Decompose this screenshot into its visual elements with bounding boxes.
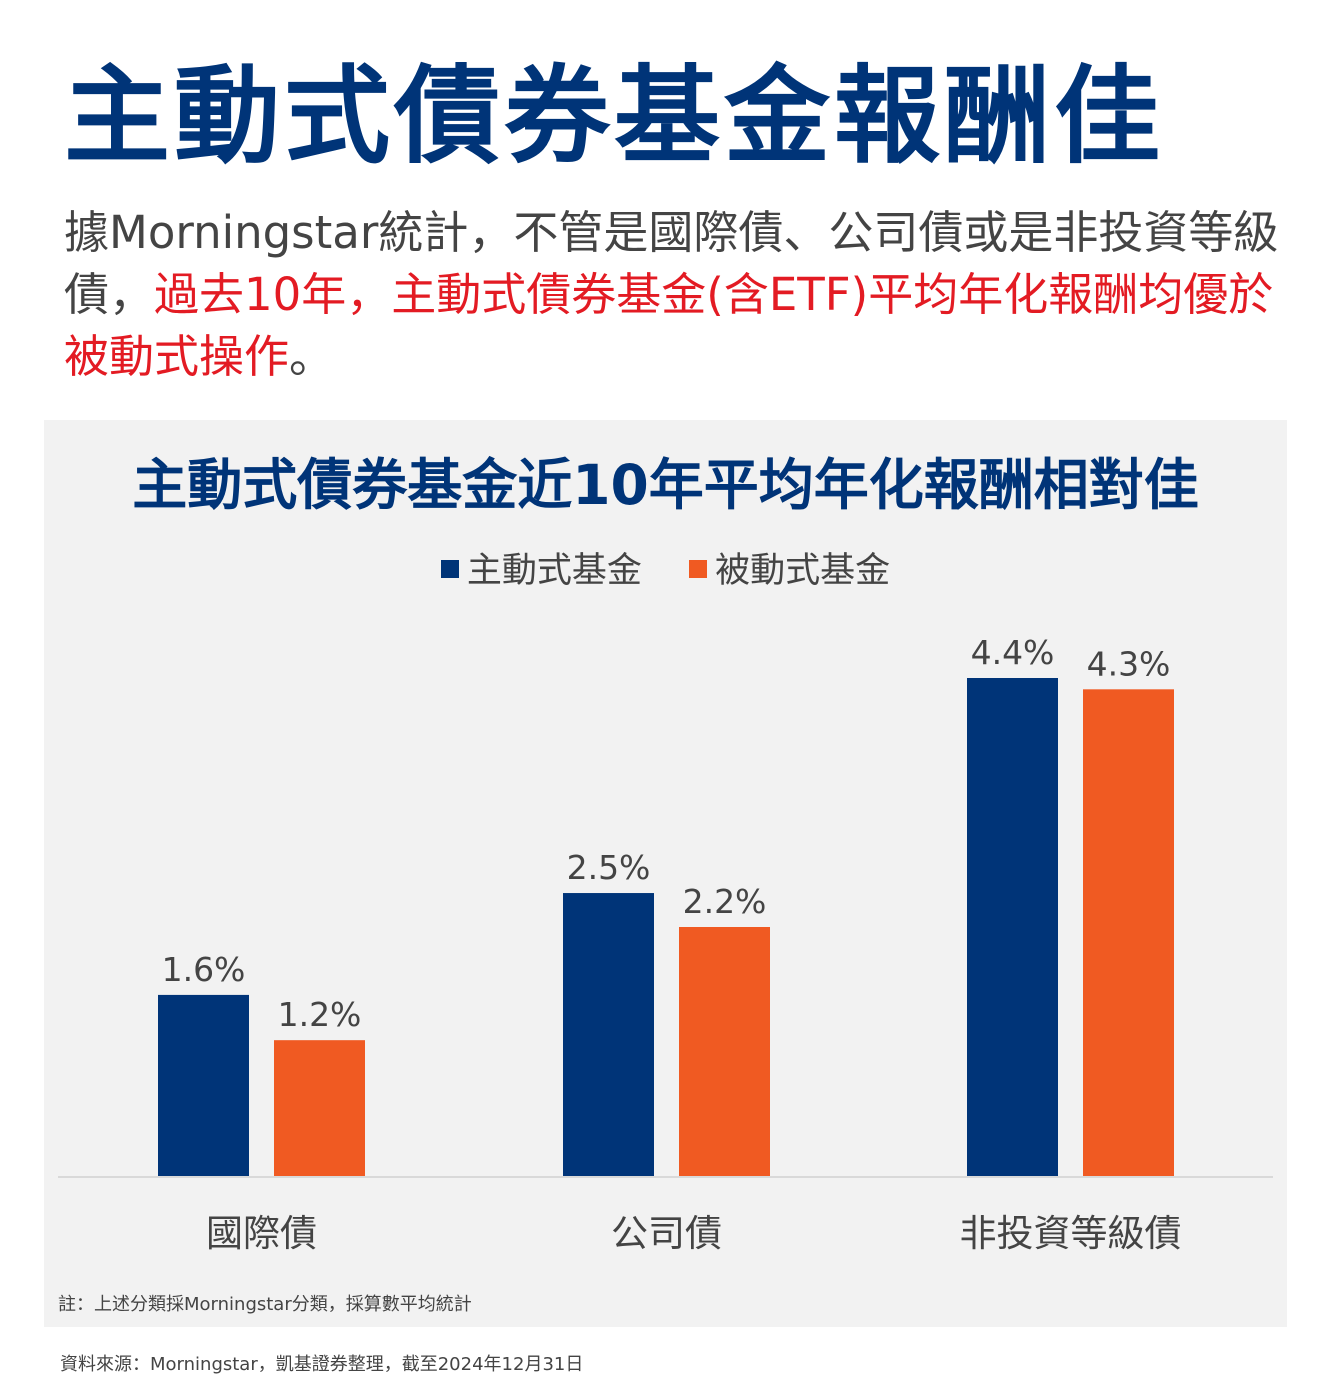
legend-label-active: 主動式基金: [466, 551, 642, 591]
data-label-active-2: 4.4%: [971, 633, 1055, 672]
data-label-passive-1: 2.2%: [683, 882, 767, 921]
intro-highlight-text: 過去10年，主動式債券基金(含ETF)平均年化報酬均優於被動式操作: [64, 268, 1274, 383]
data-label-passive-2: 4.3%: [1087, 644, 1171, 683]
data-label-active-1: 2.5%: [567, 848, 651, 887]
data-label-active-0: 1.6%: [162, 950, 246, 989]
legend-item-active: 主動式基金: [440, 548, 642, 594]
bar-passive-0: [274, 1040, 365, 1176]
intro-lead-text: 據Morningstar統計，不管是國際債、公司債或是非投資等級債，: [64, 206, 1279, 321]
bar-active-0: [158, 994, 249, 1176]
bar-active-1: [563, 893, 654, 1176]
chart-panel: 主動式債券基金近10年平均年化報酬相對佳 主動式基金 被動式基金 1.6% 1.2…: [44, 420, 1287, 1327]
chart-footnote: 註：上述分類採Morningstar分類，採算數平均統計: [58, 1294, 472, 1315]
chart-legend: 主動式基金 被動式基金: [44, 548, 1287, 594]
source-note: 資料來源：Morningstar，凱基證券整理，截至2024年12月31日: [60, 1354, 584, 1375]
intro-tail-text: 。: [289, 330, 335, 383]
bar-chart: 1.6% 1.2% 國際債 2.5% 2.2% 公司債 4.4% 4.3% 非投資等級債: [58, 633, 1273, 1255]
bar-passive-1: [679, 927, 770, 1176]
bar-active-2: [967, 678, 1058, 1176]
legend-item-passive: 被動式基金: [689, 548, 890, 594]
x-tick-label-0: 國際債: [206, 1212, 317, 1255]
data-label-passive-0: 1.2%: [278, 995, 362, 1034]
x-tick-label-2: 非投資等級債: [960, 1212, 1182, 1255]
legend-label-passive: 被動式基金: [715, 551, 891, 591]
chart-title: 主動式債券基金近10年平均年化報酬相對佳: [132, 453, 1199, 517]
x-tick-label-1: 公司債: [611, 1212, 722, 1255]
page-headline: 主動式債券基金報酬佳: [64, 55, 1164, 178]
bar-passive-2: [1083, 689, 1174, 1176]
legend-swatch-active: [440, 560, 459, 578]
legend-swatch-passive: [689, 560, 708, 578]
intro-paragraph: 據Morningstar統計，不管是國際債、公司債或是非投資等級債，過去10年，…: [64, 202, 1289, 388]
